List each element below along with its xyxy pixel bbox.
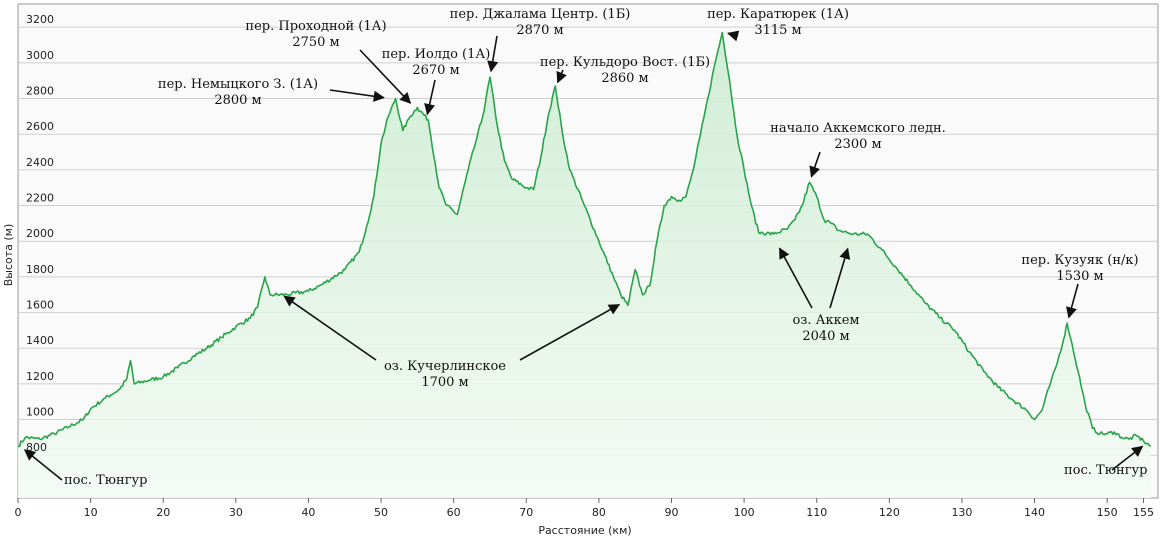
x-tick-label: 110 [806, 506, 827, 519]
x-axis-ticks: 0 10 20 30 40 50 60 70 80 90 100 110 120 130 140 150 155 [15, 498, 1154, 519]
annotation-label: начало Аккемского ледн. [770, 121, 946, 136]
y-axis-ticks: 800 1000 1200 1400 1600 1800 2000 2200 2400 2600 2… [26, 13, 54, 454]
y-tick-label: 1600 [26, 299, 54, 312]
elevation-line [17, 31, 1152, 448]
annotation: пер. Каратюрек (1А)3115 м [707, 7, 849, 42]
annotation: пер. Кузуяк (н/к)1530 м [1021, 253, 1139, 319]
annotation-label: 2670 м [412, 63, 459, 78]
annotation-arrow [809, 151, 821, 178]
annotation-label: 1700 м [421, 375, 468, 390]
annotation-arrow [727, 30, 740, 42]
x-tick-label: 70 [519, 506, 533, 519]
annotation-label: пер. Немыцкого З. (1А) [158, 77, 318, 92]
annotation-arrow [778, 247, 813, 309]
x-tick-label: 10 [84, 506, 98, 519]
annotation-label: 1530 м [1056, 269, 1103, 284]
annotation-label: 2040 м [802, 329, 849, 344]
x-tick-label: 20 [156, 506, 170, 519]
annotation: пер. Немыцкого З. (1А)2800 м [158, 77, 385, 108]
annotation-arrow [424, 79, 436, 116]
y-tick-label: 3200 [26, 13, 54, 26]
y-tick-label: 1200 [26, 370, 54, 383]
annotation-label: пос. Тюнгур [1064, 463, 1147, 478]
annotation-label: пер. Иолдо (1А) [382, 47, 491, 62]
y-tick-label: 1800 [26, 263, 54, 276]
annotation: пер. Иолдо (1А)2670 м [382, 47, 491, 116]
annotation: начало Аккемского ледн.2300 м [770, 121, 946, 178]
annotation-label: 2750 м [292, 35, 339, 50]
y-tick-label: 1400 [26, 334, 54, 347]
annotation: пос. Тюнгур [1064, 445, 1147, 478]
y-tick-label: 2400 [26, 156, 54, 169]
x-axis-title: Расстояние (км) [538, 524, 631, 537]
annotation-label: оз. Кучерлинское [384, 359, 506, 374]
annotation-label: пер. Кульдоро Вост. (1Б) [540, 55, 710, 70]
x-tick-label: 80 [592, 506, 606, 519]
annotation-label: пер. Джалама Центр. (1Б) [450, 7, 631, 22]
y-tick-label: 2800 [26, 85, 54, 98]
y-tick-label: 800 [26, 441, 47, 454]
annotation-arrow [23, 449, 63, 481]
annotation-arrow [359, 49, 412, 104]
annotation-arrow [487, 35, 499, 73]
annotation-arrow [519, 304, 621, 361]
x-tick-label: 40 [301, 506, 315, 519]
y-tick-label: 1000 [26, 406, 54, 419]
annotation: пос. Тюнгур [23, 449, 147, 488]
annotation-label: пер. Каратюрек (1А) [707, 7, 849, 22]
annotation-label: 2860 м [601, 71, 648, 86]
annotation-label: пер. Кузуяк (н/к) [1021, 253, 1138, 268]
y-tick-label: 2200 [26, 192, 54, 205]
annotation-label: 3115 м [754, 23, 801, 38]
annotation-arrow [829, 247, 851, 309]
annotation: пер. Кульдоро Вост. (1Б)2860 м [540, 55, 710, 86]
annotation-arrow [556, 69, 567, 84]
annotation-label: пер. Проходной (1А) [245, 19, 386, 34]
annotation: пер. Джалама Центр. (1Б)2870 м [450, 7, 631, 73]
x-tick-label: 155 [1133, 506, 1154, 519]
elevation-area [17, 31, 1152, 498]
annotation-arrow [1066, 283, 1079, 319]
x-tick-label: 130 [951, 506, 972, 519]
annotation-arrow [329, 89, 385, 102]
y-tick-label: 2000 [26, 227, 54, 240]
x-tick-label: 60 [447, 506, 461, 519]
annotation-arrow [283, 295, 377, 361]
annotation-label: 2870 м [516, 23, 563, 38]
x-tick-label: 50 [374, 506, 388, 519]
y-tick-label: 2600 [26, 120, 54, 133]
annotation-label: 2800 м [214, 93, 261, 108]
x-tick-label: 150 [1097, 506, 1118, 519]
annotation-arrow [1111, 445, 1144, 471]
y-tick-label: 3000 [26, 49, 54, 62]
annotation: пер. Проходной (1А)2750 м [245, 19, 412, 104]
elevation-fill [18, 32, 1151, 498]
x-tick-label: 90 [665, 506, 679, 519]
x-tick-label: 140 [1024, 506, 1045, 519]
x-tick-label: 0 [15, 506, 22, 519]
x-tick-label: 120 [879, 506, 900, 519]
annotation-label: пос. Тюнгур [64, 473, 147, 488]
annotation-label: 2300 м [834, 137, 881, 152]
x-tick-label: 30 [229, 506, 243, 519]
y-axis-title: Высота (м) [2, 224, 15, 287]
annotation-label: оз. Аккем [792, 313, 859, 328]
x-tick-label: 100 [734, 506, 755, 519]
